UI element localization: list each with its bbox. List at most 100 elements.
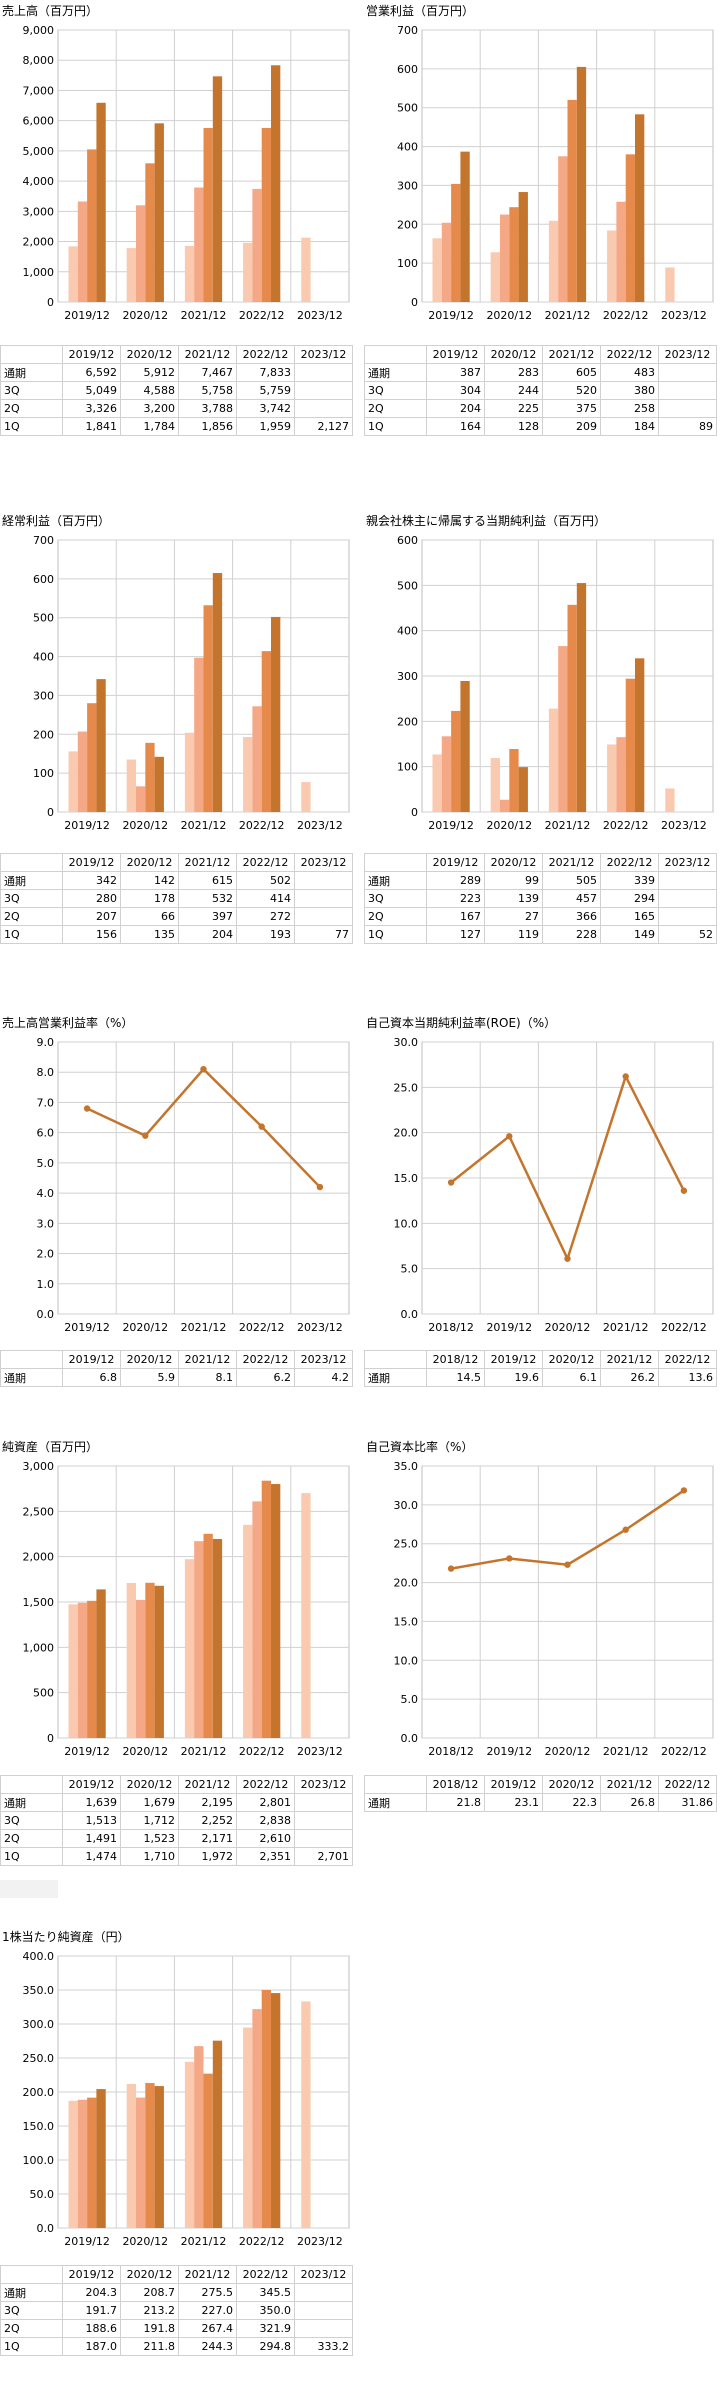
y-tick-label: 0.0: [401, 1732, 419, 1745]
table-cell: 333.2: [294, 2337, 353, 2356]
table-cell: 99: [484, 871, 543, 890]
bar: [77, 2099, 88, 2228]
x-tick-label: 2021/12: [545, 819, 591, 832]
x-tick-label: 2021/12: [181, 1321, 227, 1334]
table-row-label: 3Q: [364, 889, 427, 908]
table-row-label: 通期: [364, 1793, 427, 1812]
table-cell: 289: [426, 871, 485, 890]
y-tick-label: 600: [397, 63, 418, 76]
y-tick-label: 200: [397, 715, 418, 728]
bar: [490, 252, 500, 302]
bar: [203, 127, 213, 303]
bar: [616, 737, 626, 812]
x-tick-label: 2023/12: [661, 309, 707, 322]
y-tick-label: 0: [47, 296, 54, 309]
table-row: 通期 6.8 5.9 8.1 6.2 4.2: [0, 1368, 353, 1387]
table-row-label: 1Q: [0, 2337, 63, 2356]
y-tick-label: 400.0: [23, 1950, 55, 1963]
y-tick-label: 500: [33, 1687, 54, 1700]
table-row-label: 1Q: [364, 417, 427, 436]
table-cell: 22.3: [542, 1793, 601, 1812]
bar: [184, 732, 195, 812]
table-cell: 14.5: [426, 1368, 485, 1387]
bar: [87, 1600, 97, 1738]
y-tick-label: 35.0: [394, 1460, 419, 1473]
bar: [154, 756, 164, 812]
table-cell: 6.1: [542, 1368, 601, 1387]
x-tick-label: 2019/12: [486, 1321, 532, 1334]
table-header-cell: 2020/12: [484, 853, 543, 872]
table-cell: 178: [120, 889, 179, 908]
bar: [77, 1602, 88, 1738]
bar: [68, 246, 78, 302]
table-cell: 294: [600, 889, 659, 908]
net-assets-chart: 0 500 1,000 1,500 2,000 2,500 3,000 2019/12 2020…: [23, 1460, 350, 1758]
plot-area: [57, 1041, 350, 1315]
y-tick-label: 0.0: [37, 2222, 55, 2235]
table-cell: [294, 399, 353, 418]
table-cell: 225: [484, 399, 543, 418]
table-header-cell: 2023/12: [294, 1775, 353, 1794]
table-row: 1Q 1,474 1,710 1,972 2,351 2,701: [0, 1847, 353, 1866]
table-cell: 6.8: [62, 1368, 121, 1387]
bar: [451, 710, 461, 812]
bar: [135, 786, 146, 812]
bar: [518, 192, 528, 302]
bar: [203, 605, 213, 812]
table-cell: 414: [236, 889, 295, 908]
table-header-cell: 2022/12: [600, 853, 659, 872]
chart-title: 経常利益（百万円）: [2, 514, 111, 528]
table-cell: 304: [426, 381, 485, 400]
table-header-cell: 2021/12: [178, 1350, 237, 1369]
table-cell: 1,784: [120, 417, 179, 436]
table-header-cell: 2023/12: [294, 1350, 353, 1369]
table-header-cell: 2019/12: [62, 345, 121, 364]
data-point: [447, 1565, 455, 1572]
table-cell: 457: [542, 889, 601, 908]
table-cell: 52: [658, 925, 717, 944]
y-tick-label: 5.0: [401, 1263, 419, 1276]
x-tick-label: 2018/12: [428, 1321, 474, 1334]
table-cell: 207: [62, 907, 121, 926]
table-cell: 366: [542, 907, 601, 926]
bar: [212, 76, 223, 303]
x-tick-label: 2020/12: [122, 2235, 168, 2248]
table-header-cell: 2022/12: [236, 2265, 295, 2284]
bar: [212, 2040, 223, 2228]
y-tick-label: 4,000: [23, 175, 55, 188]
table-row: 2Q 167 27 366 165: [364, 907, 717, 926]
table-cell: 1,474: [62, 1847, 121, 1866]
table-cell: 1,972: [178, 1847, 237, 1866]
table-cell: 272: [236, 907, 295, 926]
table-cell: 89: [658, 417, 717, 436]
table-cell: [658, 889, 717, 908]
y-tick-label: 0.0: [401, 1308, 419, 1321]
data-point: [680, 1187, 688, 1194]
table-cell: [294, 363, 353, 382]
table-cell: 228: [542, 925, 601, 944]
table-row: 通期 387 283 605 483: [364, 363, 717, 382]
bar: [145, 163, 155, 302]
bar: [567, 604, 577, 812]
table-header-cell: 2019/12: [484, 1775, 543, 1794]
table-header-row: 2019/12 2020/12 2021/12 2022/12 2023/12: [0, 2265, 353, 2284]
table-row-label: 2Q: [0, 2319, 63, 2338]
table-cell: 520: [542, 381, 601, 400]
y-tick-label: 6,000: [23, 115, 55, 128]
x-tick-label: 2020/12: [122, 1321, 168, 1334]
table-cell: 280: [62, 889, 121, 908]
table-cell: 119: [484, 925, 543, 944]
table-cell: 26.8: [600, 1793, 659, 1812]
y-tick-label: 100: [397, 761, 418, 774]
table-header-cell: 2019/12: [426, 345, 485, 364]
table-cell: 227.0: [178, 2301, 237, 2320]
sales-chart: 0 1,000 2,000 3,000 4,000 5,000 6,000 7,000 8,00…: [23, 24, 350, 322]
table-row-label: 3Q: [0, 381, 63, 400]
table-cell: 77: [294, 925, 353, 944]
x-tick-label: 2020/12: [545, 1745, 591, 1758]
table-row: 通期 6,592 5,912 7,467 7,833: [0, 363, 353, 382]
table-cell: 128: [484, 417, 543, 436]
table-cell: 2,171: [178, 1829, 237, 1848]
table-row: 通期 342 142 615 502: [0, 871, 353, 890]
table-cell: 2,127: [294, 417, 353, 436]
